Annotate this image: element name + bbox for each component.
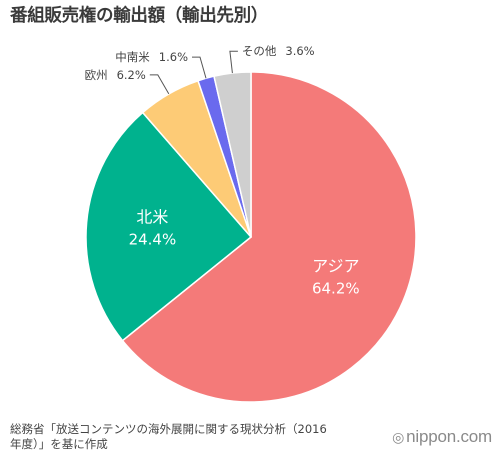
slice-value-5: 3.6% (285, 44, 314, 58)
slice-callout-3: 欧州 6.2% (85, 68, 146, 82)
nippon-com-logo: ◎ nippon.com (392, 427, 492, 447)
source-note-line-1: 総務省「放送コンテンツの海外展開に関する現状分析（2016 (10, 422, 327, 436)
leader-lines (149, 50, 238, 95)
slice-label-3: 欧州 (85, 68, 108, 82)
slice-callout-4: 中南米 1.6% (115, 50, 188, 64)
logo-text: nippon.com (406, 427, 492, 446)
pie-slice-2 (85, 111, 252, 342)
slice-label-5: その他 (242, 44, 277, 58)
pie-slices (85, 71, 417, 403)
slice-label-1: アジア (312, 257, 359, 276)
slice-label-2: 北米 (136, 207, 168, 226)
leader-line-3 (149, 74, 170, 95)
chart-title: 番組販売権の輸出額（輸出先別） (10, 6, 268, 26)
logo-mark-icon: ◎ (392, 429, 405, 445)
slice-value-2: 24.4% (129, 230, 177, 248)
leader-line-4 (192, 56, 207, 79)
slice-value-1: 64.2% (312, 280, 360, 298)
slice-label-4: 中南米 (115, 50, 150, 64)
pie-slice-1 (121, 71, 417, 403)
slice-value-3: 6.2% (117, 68, 146, 82)
slice-value-4: 1.6% (159, 50, 188, 64)
slice-callout-5: その他 3.6% (242, 44, 315, 58)
slice-labels: アジア 64.2% 北米 24.4% 欧州 6.2% 中南米 1.6% その他 3.6% (85, 44, 360, 297)
leader-line-5 (229, 50, 238, 74)
source-note-line-2: 年度）」を基に作成 (10, 437, 108, 451)
